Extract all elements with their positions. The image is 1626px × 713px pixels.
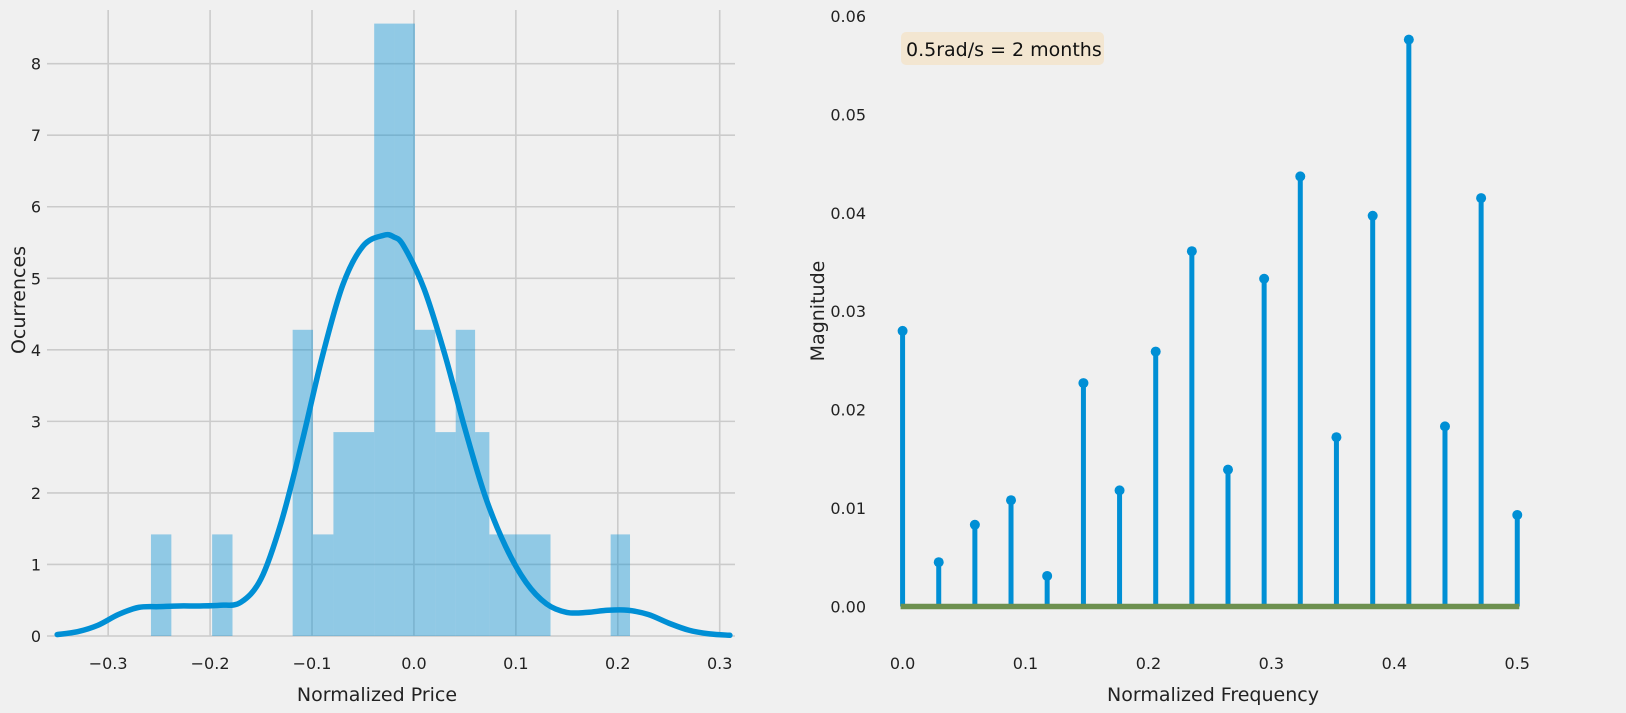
stem-marker: [1512, 509, 1523, 520]
stem-markers: [897, 34, 1523, 581]
stem-marker: [1150, 346, 1161, 357]
histogram-bar: [333, 432, 375, 636]
histogram-y-tick-label: 6: [31, 198, 41, 217]
histogram-bar: [394, 23, 415, 637]
histogram-y-tick-label: 7: [31, 126, 41, 145]
histogram-y-tick-label: 0: [31, 627, 41, 646]
stem-marker: [1439, 421, 1450, 432]
stem-marker: [1222, 464, 1233, 475]
annotation-text: 0.5rad/s = 2 months: [906, 39, 1102, 61]
stem-marker: [1114, 485, 1125, 496]
histogram-y-tick-label: 5: [31, 269, 41, 288]
stem-marker: [1476, 193, 1487, 204]
stem-y-tick-label: 0.02: [830, 401, 866, 420]
histogram-x-tick-label: −0.1: [293, 654, 332, 673]
stem-marker: [1006, 495, 1017, 506]
stem-marker: [1403, 34, 1414, 45]
stem-y-tick-label: 0.04: [830, 204, 866, 223]
stem-x-tick-label: 0.5: [1505, 654, 1530, 673]
histogram-bar: [212, 534, 233, 636]
stem-x-tick-label: 0.0: [890, 654, 915, 673]
stem-marker: [1078, 378, 1089, 389]
histogram-y-axis-label: Ocurrences: [8, 246, 30, 354]
stem-marker: [933, 557, 944, 568]
stem-lines: [900, 39, 1520, 607]
histogram-y-tick-label: 1: [31, 555, 41, 574]
stem-x-tick-label: 0.3: [1259, 654, 1284, 673]
stem-x-axis-label: Normalized Frequency: [1107, 684, 1319, 706]
stem-x-tick-label: 0.1: [1013, 654, 1038, 673]
histogram-x-tick-label: −0.2: [191, 654, 230, 673]
stem-y-axis-label: Magnitude: [807, 261, 829, 362]
stem-y-tick-label: 0.06: [830, 7, 866, 26]
stem-y-tick-label: 0.03: [830, 302, 866, 321]
stem-x-tick-labels: 0.0 0.1 0.2 0.3 0.4 0.5: [890, 654, 1530, 673]
histogram-y-tick-label: 2: [31, 484, 41, 503]
histogram-bars: [150, 23, 631, 637]
annotation-box: [901, 32, 1104, 65]
histogram-x-tick-label: −0.3: [89, 654, 128, 673]
histogram-x-tick-label: 0.3: [707, 654, 732, 673]
histogram-bar: [292, 329, 314, 636]
stem-x-tick-label: 0.4: [1382, 654, 1407, 673]
histogram-grid: [47, 10, 735, 637]
stem-marker: [1367, 210, 1378, 221]
stem-marker: [1295, 171, 1306, 182]
histogram-y-tick-labels: 0 1 2 3 4 5 6 7 8: [31, 55, 41, 646]
histogram-bar: [313, 534, 334, 636]
stem-marker: [1259, 273, 1270, 284]
stem-marker: [1042, 570, 1053, 581]
stem-x-tick-label: 0.2: [1136, 654, 1161, 673]
histogram-bar: [374, 23, 395, 637]
stem-y-tick-label: 0.01: [830, 499, 866, 518]
histogram-x-tick-labels: −0.3 −0.2 −0.1 0.0 0.1 0.2 0.3: [89, 654, 733, 673]
stem-y-tick-labels: 0.00 0.01 0.02 0.03 0.04 0.05 0.06: [830, 7, 866, 616]
stem-chart: 0.0 0.1 0.2 0.3 0.4 0.5 0.000.010.020.030.040…: [807, 7, 1530, 706]
histogram-x-tick-label: 0.0: [401, 654, 426, 673]
histogram-x-axis-label: Normalized Price: [297, 684, 457, 706]
histogram-bar: [489, 534, 551, 636]
histogram-bar: [455, 329, 476, 636]
histogram-chart: −0.3 −0.2 −0.1 0.0 0.1 0.2 0.3 0 1 2 3 4 5 6 7 8 Norma…: [8, 10, 735, 706]
histogram-bar: [610, 534, 631, 636]
stem-marker: [1331, 432, 1342, 443]
histogram-y-tick-label: 3: [31, 412, 41, 431]
histogram-x-tick-label: 0.2: [605, 654, 630, 673]
histogram-y-tick-label: 8: [31, 55, 41, 74]
histogram-y-tick-label: 4: [31, 341, 41, 360]
kde-curve: [54, 231, 733, 639]
stem-marker: [969, 519, 980, 530]
histogram-bar: [414, 329, 436, 636]
histogram-bar: [150, 534, 172, 636]
stem-y-tick-label: 0.00: [830, 597, 866, 616]
histogram-bar: [435, 432, 456, 636]
stem-marker: [897, 325, 908, 336]
histogram-x-tick-label: 0.1: [503, 654, 528, 673]
stem-y-tick-label: 0.05: [830, 105, 866, 124]
stem-marker: [1186, 246, 1197, 257]
